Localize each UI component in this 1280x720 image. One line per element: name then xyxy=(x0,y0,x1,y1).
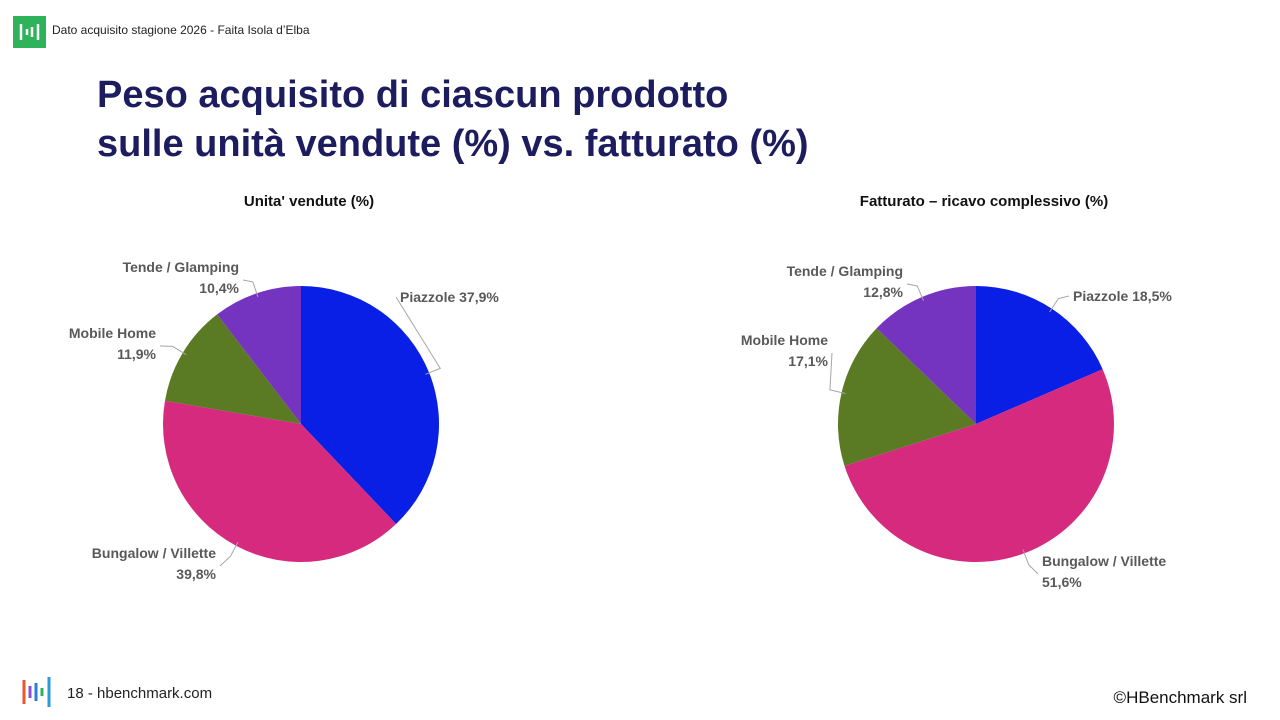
value-label: 11,9% xyxy=(117,346,156,362)
value-label: 10,4% xyxy=(199,280,239,296)
pie-slice xyxy=(976,286,1103,424)
leader-line xyxy=(906,283,925,301)
leader-line xyxy=(1022,549,1039,575)
value-label: 18,5% xyxy=(1132,288,1172,304)
category-label: Piazzole xyxy=(400,289,455,305)
value-label: 37,9% xyxy=(459,289,499,305)
data-label: Piazzole 18,5% xyxy=(1073,288,1172,304)
title-line: sulle unità vendute (%) vs. fatturato (%… xyxy=(97,123,809,165)
leader-line xyxy=(242,279,259,298)
category-label: Mobile Home xyxy=(741,332,828,348)
logo xyxy=(13,16,46,48)
pie-slice xyxy=(876,286,976,424)
pie-slice xyxy=(164,314,301,424)
leader-line xyxy=(219,541,239,567)
logo-bars xyxy=(19,24,40,40)
pie-slice xyxy=(301,286,439,525)
value-label: 12,8% xyxy=(863,284,903,300)
value-label: 17,1% xyxy=(788,353,828,369)
data-label: Piazzole 37,9% xyxy=(400,289,499,305)
pie-slice xyxy=(838,328,976,466)
value-label: 39,8% xyxy=(176,566,216,582)
header-text: Dato acquisito stagione 2026 - Faita Iso… xyxy=(52,23,310,37)
value-label: 51,6% xyxy=(1042,574,1082,590)
footer-left: 18 - hbenchmark.com xyxy=(67,685,212,702)
category-label: Piazzole xyxy=(1073,288,1128,304)
leader-line xyxy=(829,352,846,395)
leader-line xyxy=(1049,295,1070,313)
footer-logo xyxy=(22,677,51,707)
pie-slice xyxy=(217,286,301,424)
pie-slice xyxy=(844,369,1114,562)
category-label: Tende / Glamping xyxy=(123,259,239,275)
leader-line xyxy=(395,296,442,375)
footer-right: ©HBenchmark srl xyxy=(1114,688,1247,707)
category-label: Bungalow / Villette xyxy=(92,545,216,561)
title-line: Peso acquisito di ciascun prodotto xyxy=(97,74,728,116)
leader-line xyxy=(159,345,187,356)
category-label: Tende / Glamping xyxy=(787,263,903,279)
chart-title: Fatturato – ricavo complessivo (%) xyxy=(860,193,1108,210)
category-label: Bungalow / Villette xyxy=(1042,553,1166,569)
pie-slice xyxy=(163,400,397,562)
category-label: Mobile Home xyxy=(69,325,156,341)
chart-title: Unita' vendute (%) xyxy=(244,193,374,210)
